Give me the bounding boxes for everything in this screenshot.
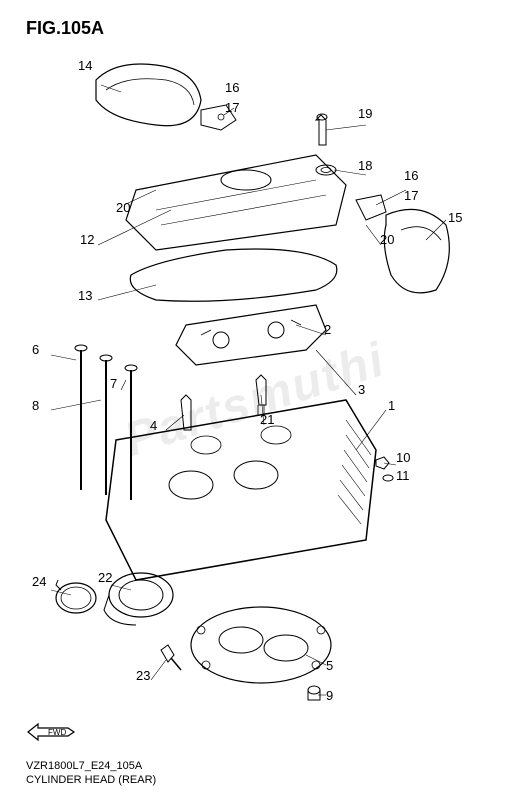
cylinder-head-illustration [26, 50, 483, 730]
fwd-direction-indicator: FWD [26, 720, 76, 744]
fwd-label: FWD [48, 728, 66, 737]
callout-number: 16 [404, 168, 418, 183]
callout-number: 13 [78, 288, 92, 303]
callout-number: 19 [358, 106, 372, 121]
exploded-diagram [26, 50, 483, 730]
callout-number: 17 [225, 100, 239, 115]
callout-number: 10 [396, 450, 410, 465]
callout-number: 11 [396, 468, 410, 483]
callout-number: 21 [260, 412, 274, 427]
callout-number: 20 [380, 232, 394, 247]
callout-number: 14 [78, 58, 92, 73]
callout-number: 20 [116, 200, 130, 215]
callout-number: 12 [80, 232, 94, 247]
callout-number: 1 [388, 398, 395, 413]
callout-number: 16 [225, 80, 239, 95]
callout-number: 9 [326, 688, 333, 703]
callout-number: 8 [32, 398, 39, 413]
callout-number: 24 [32, 574, 46, 589]
callout-number: 22 [98, 570, 112, 585]
callout-number: 7 [110, 376, 117, 391]
callout-number: 18 [358, 158, 372, 173]
callout-number: 4 [150, 418, 157, 433]
figure-title: FIG.105A [26, 18, 104, 39]
callout-number: 5 [326, 658, 333, 673]
footer-part-name: CYLINDER HEAD (REAR) [26, 774, 156, 786]
callout-number: 15 [448, 210, 462, 225]
callout-number: 2 [324, 322, 331, 337]
callout-number: 3 [358, 382, 365, 397]
footer-reference: VZR1800L7_E24_105A [26, 760, 142, 772]
callout-number: 6 [32, 342, 39, 357]
callout-number: 23 [136, 668, 150, 683]
callout-number: 17 [404, 188, 418, 203]
